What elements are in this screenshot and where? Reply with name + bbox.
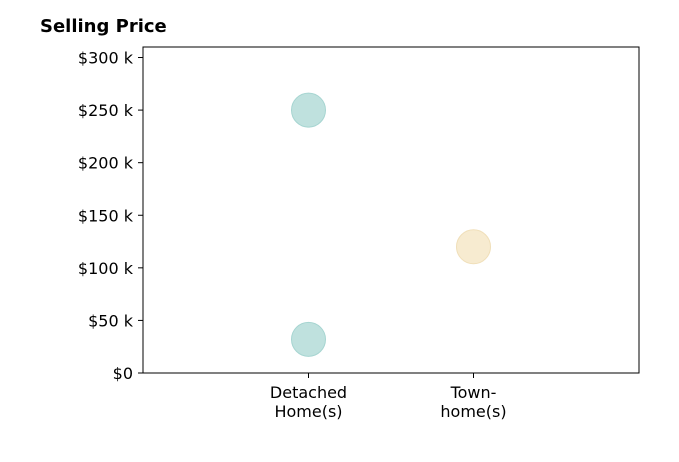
data-point — [291, 321, 326, 357]
data-point — [456, 229, 491, 265]
plot-frame — [142, 46, 640, 374]
y-tick-label: $150 k — [78, 206, 134, 225]
x-axis: Detached Home(s) Town-home(s) — [270, 373, 507, 421]
y-tick-label: $100 k — [78, 259, 134, 278]
y-axis: $0 $50 k $100 k $150 k $200 k $250 k $300 k — [78, 49, 143, 383]
y-tick-label: $300 k — [78, 49, 134, 68]
x-tick-label: Detached Home(s) — [270, 383, 347, 421]
chart-marks — [291, 92, 491, 357]
y-tick-label: $50 k — [88, 311, 134, 330]
chart-title: Selling Price — [40, 16, 167, 37]
x-tick-label: Town-home(s) — [440, 383, 506, 421]
y-tick-label: $0 — [113, 364, 133, 383]
y-tick-label: $250 k — [78, 101, 134, 120]
y-tick-label: $200 k — [78, 154, 134, 173]
data-point — [291, 92, 326, 128]
